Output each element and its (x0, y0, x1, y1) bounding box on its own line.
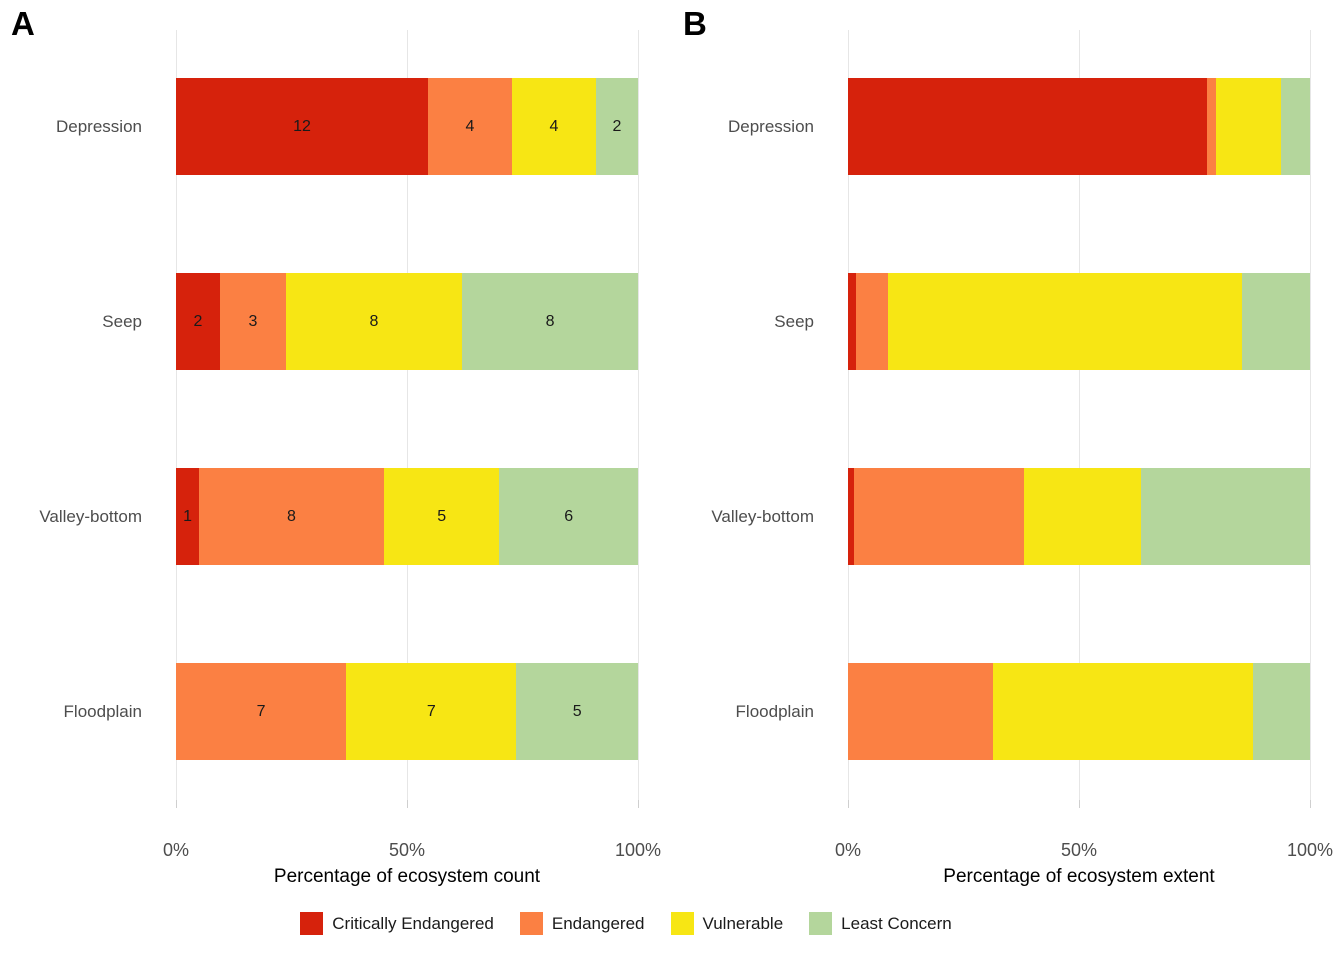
bar-segment: 3 (219, 273, 286, 370)
legend: Critically Endangered Endangered Vulnerabl… (0, 912, 1298, 935)
panel-b-label: B (683, 5, 707, 42)
bar-segment: 8 (462, 273, 639, 370)
bar-segment (1280, 78, 1310, 175)
axis-tick-label: 50% (388, 840, 426, 860)
bar-segment: 7 (176, 663, 347, 760)
bar-segment: 5 (383, 468, 500, 565)
category-label: Depression (56, 116, 142, 136)
axis-tick (848, 800, 849, 808)
bar-segment (848, 78, 1208, 175)
axis-tick-label: 100% (1286, 840, 1334, 860)
bar-value-label: 7 (426, 702, 436, 720)
axis-tick-label: 0% (162, 840, 189, 860)
bar-segment (1215, 78, 1281, 175)
bar-segment: 6 (499, 468, 638, 565)
axis-tick-label: 100% (614, 840, 662, 860)
legend-label: Least Concern (841, 913, 952, 933)
bar-segment (848, 273, 856, 370)
category-label: Depression (728, 116, 814, 136)
axis-tick (638, 800, 639, 808)
bar-value-label: 8 (369, 312, 379, 330)
panel-a-label: A (11, 5, 35, 42)
gridline (176, 30, 177, 800)
legend-item: Least Concern (809, 912, 952, 935)
axis-tick (407, 800, 408, 808)
bar-value-label: 5 (572, 702, 582, 720)
x-axis-title-count: Percentage of ecosystem count (273, 866, 541, 887)
legend-key-swatch (809, 912, 833, 935)
bar-value-label: 5 (437, 507, 447, 525)
axis-tick (176, 800, 177, 808)
legend-label: Endangered (551, 913, 645, 933)
bar-segment (1253, 663, 1310, 760)
gridline (407, 30, 408, 800)
bar-segment (855, 273, 889, 370)
bar-value-label: 8 (545, 312, 555, 330)
bar-segment: 2 (596, 78, 638, 175)
bar-value-label: 6 (564, 507, 574, 525)
bar-value-label: 7 (256, 702, 266, 720)
legend-item: Vulnerable (670, 912, 784, 935)
axis-tick-label: 50% (1060, 840, 1098, 860)
bar-value-label: 4 (465, 117, 475, 135)
category-label: Floodplain (735, 701, 814, 721)
bar-value-label: 4 (549, 117, 559, 135)
category-label: Floodplain (63, 701, 142, 721)
legend-label: Vulnerable (702, 913, 784, 933)
bar-segment (854, 468, 1025, 565)
bar-segment: 4 (512, 78, 596, 175)
bar-value-label: 8 (287, 507, 296, 525)
bar-segment (1241, 273, 1310, 370)
gridline (1310, 30, 1311, 800)
category-label: Valley-bottom (711, 506, 814, 526)
bar-value-label: 12 (293, 117, 311, 135)
legend-item: Critically Endangered (300, 912, 494, 935)
bar-segment: 8 (286, 273, 463, 370)
bar-segment: 8 (199, 468, 384, 565)
legend-label: Critically Endangered (332, 913, 494, 933)
bar-value-label: 1 (183, 507, 192, 525)
legend-key-swatch (300, 912, 324, 935)
axis-tick-label: 0% (834, 840, 861, 860)
axis-tick (1079, 800, 1080, 808)
bar-segment (848, 663, 993, 760)
x-axis-title-extent: Percentage of ecosystem extent (943, 866, 1215, 887)
bar-segment: 1 (176, 468, 200, 565)
legend-item: Endangered (519, 912, 645, 935)
bar-segment: 2 (176, 273, 220, 370)
bar-value-label: 3 (248, 312, 258, 330)
gridline (1079, 30, 1080, 800)
gridline (638, 30, 639, 800)
bar-segment (1207, 78, 1216, 175)
category-label: Seep (102, 311, 142, 331)
bar-segment (888, 273, 1242, 370)
legend-key-swatch (670, 912, 694, 935)
gridline (848, 30, 849, 800)
bar-segment (1141, 468, 1310, 565)
axis-tick (1310, 800, 1311, 808)
bar-segment (848, 468, 854, 565)
bar-segment: 12 (176, 78, 429, 175)
bar-segment (992, 663, 1254, 760)
bar-segment (1024, 468, 1142, 565)
bar-segment: 5 (516, 663, 638, 760)
legend-key-swatch (519, 912, 543, 935)
bar-segment: 7 (346, 663, 517, 760)
category-label: Valley-bottom (39, 506, 142, 526)
bar-value-label: 2 (193, 312, 203, 330)
bar-segment: 4 (428, 78, 512, 175)
bar-value-label: 2 (612, 117, 622, 135)
category-label: Seep (774, 311, 814, 331)
